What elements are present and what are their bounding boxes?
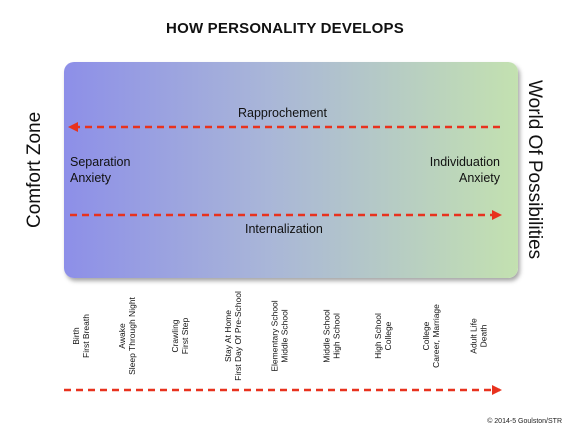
stage-line1: High School (372, 313, 383, 359)
stage-label: College Career, Marriage (421, 304, 441, 368)
stage-label: Stay At Home First Day Of Pre-School (223, 291, 243, 381)
individuation-line2: Anxiety (459, 171, 500, 185)
stage-line1: Adult Life (468, 318, 479, 354)
stage-line1: College (420, 321, 431, 351)
stage-line1: Elementary School (269, 300, 280, 372)
development-panel (64, 62, 518, 278)
stage-label: Crawling First Step (170, 318, 190, 354)
stage-line2: Sleep Through Night (126, 297, 137, 375)
stage-line2: First Breath (80, 314, 91, 358)
stage-line2: College (382, 321, 393, 351)
stage-line2: High School (331, 313, 342, 359)
stage-line2: First Day Of Pre-School (232, 291, 243, 381)
stage-line1: Crawling (170, 319, 181, 353)
stage-label: Awake Sleep Through Night (117, 297, 137, 375)
rapprochement-label: Rapprochement (238, 106, 327, 120)
internalization-label: Internalization (245, 222, 323, 236)
stage-line1: Awake (116, 323, 127, 349)
stage-label: Elementary School Middle School (269, 300, 289, 371)
separation-line1: Separation (70, 155, 131, 169)
stage-line2: Career, Marriage (430, 304, 441, 368)
stage-line2: Death (478, 324, 489, 348)
stage-line1: Birth (70, 327, 81, 345)
stage-label: Birth First Breath (71, 314, 91, 358)
separation-anxiety-label: Separation Anxiety (70, 154, 130, 186)
stage-line2: First Step (180, 317, 191, 355)
individuation-line1: Individuation (429, 155, 500, 169)
stage-label: Middle School High School (321, 309, 341, 362)
stage-line1: Middle School (321, 309, 332, 363)
stage-line2: Middle School (279, 309, 290, 363)
separation-line2: Anxiety (70, 171, 111, 185)
copyright-notice: © 2014-5 Goulston/STR (487, 418, 562, 425)
stage-line1: Stay At Home (222, 310, 233, 362)
individuation-anxiety-label: Individuation Anxiety (430, 154, 500, 186)
stage-label: High School College (373, 313, 393, 359)
stage-label: Adult Life Death (468, 318, 488, 353)
diagram-title: HOW PERSONALITY DEVELOPS (166, 20, 404, 37)
